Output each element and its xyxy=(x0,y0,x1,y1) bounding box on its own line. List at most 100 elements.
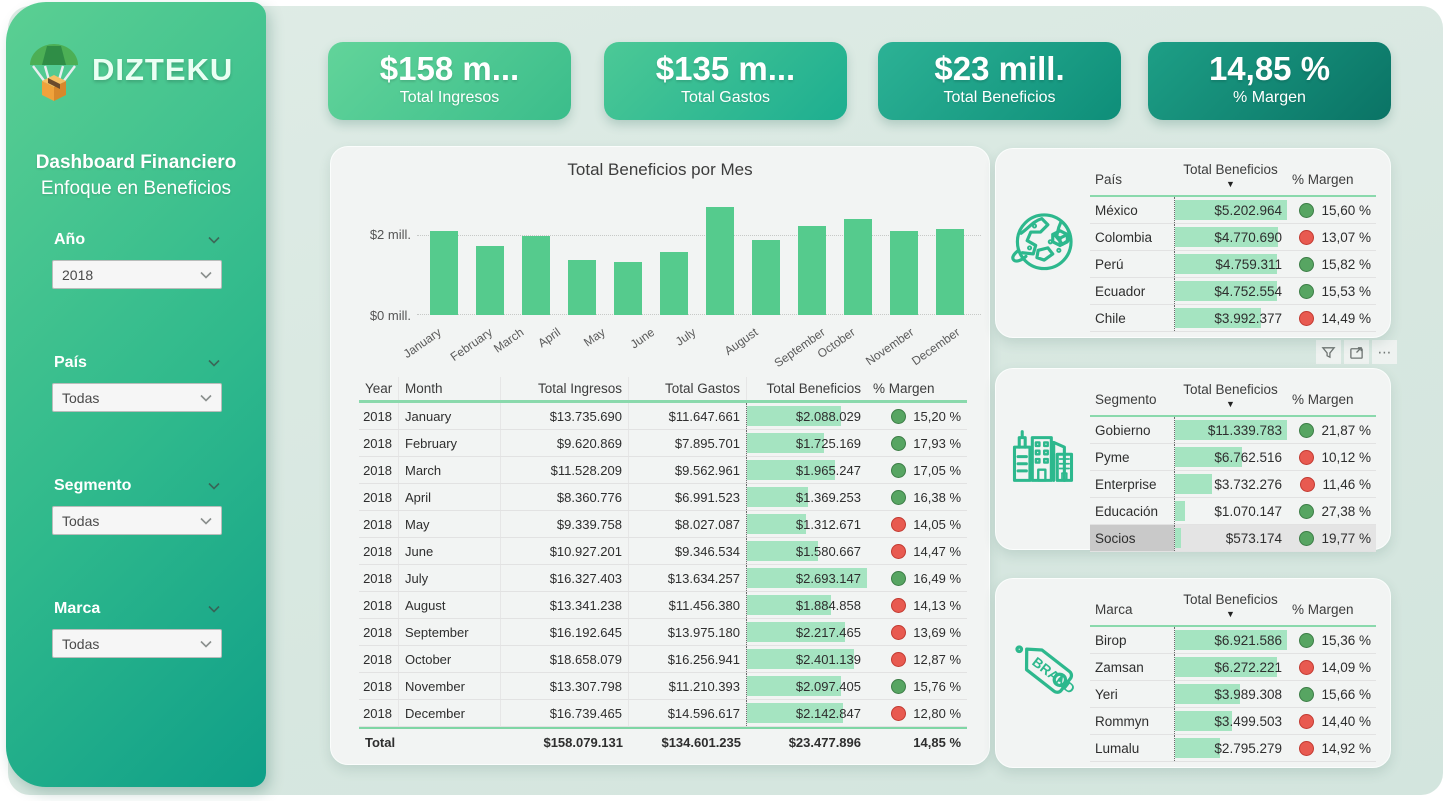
col-header-segmento[interactable]: Segmento xyxy=(1095,391,1157,407)
bar-january[interactable] xyxy=(430,231,458,315)
list-item-ecuador[interactable]: Ecuador $4.752.554 15,53 % xyxy=(1090,278,1376,305)
table-row-december[interactable]: 2018 December $16.739.465 $14.596.617 $2.142… xyxy=(359,700,967,727)
col-header-beneficios[interactable]: Total Beneficios xyxy=(766,381,861,396)
chevron-down-icon[interactable] xyxy=(208,477,220,495)
bar-february[interactable] xyxy=(476,246,504,315)
list-item-colombia[interactable]: Colombia $4.770.690 13,07 % xyxy=(1090,224,1376,251)
table-row-may[interactable]: 2018 May $9.339.758 $8.027.087 $1.312.671 14,… xyxy=(359,511,967,538)
col-header-marca[interactable]: Marca xyxy=(1095,601,1133,617)
bar-june[interactable] xyxy=(660,252,688,315)
focus-mode-icon[interactable] xyxy=(1344,340,1369,364)
filter-dropdown[interactable]: Todas xyxy=(52,383,222,412)
monthly-table-header: Year Month Total Ingresos Total Gastos T… xyxy=(359,377,967,403)
status-dot-red xyxy=(891,543,907,559)
list-item-rommyn[interactable]: Rommyn $3.499.503 14,40 % xyxy=(1090,708,1376,735)
cell-name: Rommyn xyxy=(1095,713,1150,729)
cell-margen: 19,77 % xyxy=(1287,525,1376,551)
list-item-yeri[interactable]: Yeri $3.989.308 15,66 % xyxy=(1090,681,1376,708)
table-row-april[interactable]: 2018 April $8.360.776 $6.991.523 $1.369.253 1… xyxy=(359,484,967,511)
cell-margen: 14,92 % xyxy=(1287,735,1376,761)
chevron-down-icon[interactable] xyxy=(208,231,220,249)
table-row-september[interactable]: 2018 September $16.192.645 $13.975.180 $2.21… xyxy=(359,619,967,646)
chevron-down-icon[interactable] xyxy=(208,354,220,372)
col-header-beneficios-sortable[interactable]: Total Beneficios ▼ xyxy=(1183,382,1278,410)
cell-beneficios: $2.097.405 xyxy=(746,673,867,699)
kpi-value: 14,85 % xyxy=(1208,50,1331,87)
cell-ingresos: $9.339.758 xyxy=(501,511,629,537)
pais-table-header: País Total Beneficios ▼ % Margen xyxy=(1090,159,1376,197)
table-row-november[interactable]: 2018 November $13.307.798 $11.210.393 $2.097… xyxy=(359,673,967,700)
status-dot-red xyxy=(891,624,907,640)
cell-month: May xyxy=(399,511,501,537)
bar-august[interactable] xyxy=(752,240,780,315)
col-header-ingresos[interactable]: Total Ingresos xyxy=(501,377,629,400)
marca-table-header: Marca Total Beneficios ▼ % Margen xyxy=(1090,589,1376,627)
filter-dropdown[interactable]: Todas xyxy=(52,629,222,658)
bar-july[interactable] xyxy=(706,207,734,315)
col-header-beneficios-sortable[interactable]: Total Beneficios ▼ xyxy=(1183,592,1278,620)
total-ingresos: $158.079.131 xyxy=(543,735,623,750)
list-item-méxico[interactable]: México $5.202.964 15,60 % xyxy=(1090,197,1376,224)
filter-segmento: Segmento Todas xyxy=(52,474,222,535)
filter-dropdown[interactable]: Todas xyxy=(52,506,222,535)
kpi-card--margen[interactable]: 14,85 % % Margen xyxy=(1148,42,1391,120)
bar-april[interactable] xyxy=(568,260,596,315)
cell-beneficios: $6.272.221 xyxy=(1174,654,1287,680)
cell-margen: 12,87 % xyxy=(867,646,967,672)
bar-october[interactable] xyxy=(844,219,872,315)
cell-beneficios: $6.921.586 xyxy=(1174,627,1287,653)
list-item-birop[interactable]: Birop $6.921.586 15,36 % xyxy=(1090,627,1376,654)
bar-november[interactable] xyxy=(890,231,918,315)
cell-beneficios: $3.992.377 xyxy=(1174,305,1287,331)
more-options-icon[interactable]: ⋯ xyxy=(1372,340,1397,364)
monthly-table: Year Month Total Ingresos Total Gastos T… xyxy=(359,377,967,756)
filter-icon[interactable] xyxy=(1316,340,1341,364)
kpi-card-total-gastos[interactable]: $135 m... Total Gastos xyxy=(604,42,847,120)
bar-march[interactable] xyxy=(522,236,550,315)
table-row-march[interactable]: 2018 March $11.528.209 $9.562.961 $1.965.247… xyxy=(359,457,967,484)
list-item-perú[interactable]: Perú $4.759.311 15,82 % xyxy=(1090,251,1376,278)
col-header-gastos[interactable]: Total Gastos xyxy=(629,377,747,400)
bar-december[interactable] xyxy=(936,229,964,315)
list-item-educación[interactable]: Educación $1.070.147 27,38 % xyxy=(1090,498,1376,525)
table-row-february[interactable]: 2018 February $9.620.869 $7.895.701 $1.725.1… xyxy=(359,430,967,457)
bar-may[interactable] xyxy=(614,262,642,315)
filter-value: 2018 xyxy=(62,266,94,283)
filter-dropdown[interactable]: 2018 xyxy=(52,260,222,289)
col-header-pais[interactable]: País xyxy=(1095,171,1123,187)
filter-label: Año xyxy=(54,231,86,248)
list-item-lumalu[interactable]: Lumalu $2.795.279 14,92 % xyxy=(1090,735,1376,762)
cell-ingresos: $11.528.209 xyxy=(501,457,629,483)
table-row-october[interactable]: 2018 October $18.658.079 $16.256.941 $2.401.… xyxy=(359,646,967,673)
col-header-margen[interactable]: % Margen xyxy=(1292,391,1354,407)
list-item-enterprise[interactable]: Enterprise $3.732.276 11,46 % xyxy=(1090,471,1376,498)
filter-label: País xyxy=(54,354,87,371)
chevron-down-icon xyxy=(200,512,212,530)
col-header-margen[interactable]: % Margen xyxy=(1292,171,1354,187)
cell-month: February xyxy=(399,430,501,456)
bar-chart: January February March April May June July Augu… xyxy=(401,201,981,370)
col-header-year[interactable]: Year xyxy=(359,377,399,400)
chevron-down-icon[interactable] xyxy=(208,600,220,618)
bar-september[interactable] xyxy=(798,226,826,315)
kpi-card-total-ingresos[interactable]: $158 m... Total Ingresos xyxy=(328,42,571,120)
col-header-margen[interactable]: % Margen xyxy=(1292,601,1354,617)
gridline-0mill xyxy=(417,314,981,315)
cell-margen: 10,12 % xyxy=(1287,444,1376,470)
col-header-month[interactable]: Month xyxy=(399,377,501,400)
table-row-august[interactable]: 2018 August $13.341.238 $11.456.380 $1.884.8… xyxy=(359,592,967,619)
col-header-margen[interactable]: % Margen xyxy=(873,381,935,396)
list-item-gobierno[interactable]: Gobierno $11.339.783 21,87 % xyxy=(1090,417,1376,444)
table-row-january[interactable]: 2018 January $13.735.690 $11.647.661 $2.088.… xyxy=(359,403,967,430)
cell-margen: 14,47 % xyxy=(867,538,967,564)
list-item-chile[interactable]: Chile $3.992.377 14,49 % xyxy=(1090,305,1376,332)
table-row-july[interactable]: 2018 July $16.327.403 $13.634.257 $2.693.147… xyxy=(359,565,967,592)
kpi-card-total-beneficios[interactable]: $23 mill. Total Beneficios xyxy=(878,42,1121,120)
list-item-zamsan[interactable]: Zamsan $6.272.221 14,09 % xyxy=(1090,654,1376,681)
cell-month: June xyxy=(399,538,501,564)
col-header-beneficios-sortable[interactable]: Total Beneficios ▼ xyxy=(1183,162,1278,190)
list-item-socios[interactable]: Socios $573.174 19,77 % xyxy=(1090,525,1376,552)
table-row-june[interactable]: 2018 June $10.927.201 $9.346.534 $1.580.667 1… xyxy=(359,538,967,565)
list-item-pyme[interactable]: Pyme $6.762.516 10,12 % xyxy=(1090,444,1376,471)
cell-ingresos: $18.658.079 xyxy=(501,646,629,672)
